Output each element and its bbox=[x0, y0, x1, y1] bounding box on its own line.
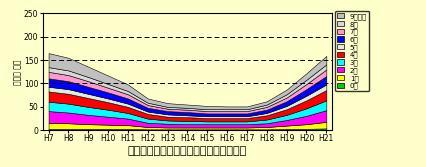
Legend: 9歳以上, 8歳, 7歳, 6歳, 5歳, 4歳, 3歳, 2歳, 1歳, 0歳: 9歳以上, 8歳, 7歳, 6歳, 5歳, 4歳, 3歳, 2歳, 1歳, 0歳 bbox=[335, 11, 369, 91]
X-axis label: カサゴの年齢別資源量の推移（県調べ）: カサゴの年齢別資源量の推移（県調べ） bbox=[128, 146, 247, 156]
Y-axis label: 資源量 トン: 資源量 トン bbox=[14, 59, 23, 85]
